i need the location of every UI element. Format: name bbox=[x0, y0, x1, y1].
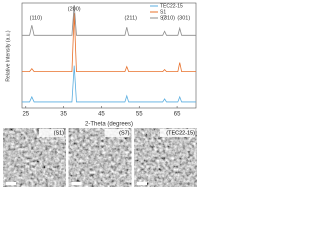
series-line bbox=[22, 4, 196, 36]
sem-image bbox=[3, 128, 66, 187]
label-box bbox=[160, 129, 195, 137]
x-tick-label: 55 bbox=[136, 112, 143, 118]
label-box bbox=[39, 129, 64, 137]
scale-bar bbox=[71, 182, 82, 185]
peak-label: (200) bbox=[68, 6, 81, 12]
scale-bar bbox=[137, 182, 147, 185]
y-axis-label: Relative Intensity (a.u.) bbox=[5, 30, 11, 81]
plot-frame bbox=[21, 2, 197, 109]
x-tick-label: 65 bbox=[174, 112, 181, 118]
x-tick-label: 35 bbox=[60, 112, 67, 118]
x-axis-label: 2-Theta (degrees) bbox=[85, 122, 133, 128]
x-tick-label: 45 bbox=[98, 112, 105, 118]
panel-label: (S7) bbox=[119, 130, 130, 136]
label-box bbox=[104, 129, 130, 137]
peak-label: (110) bbox=[30, 15, 43, 21]
panel-label: (TEC22-15) bbox=[166, 130, 195, 136]
legend-label: S1 bbox=[160, 9, 166, 15]
legend-label: S7 bbox=[160, 15, 166, 21]
x-tick-label: 25 bbox=[22, 112, 29, 118]
series-line bbox=[22, 65, 196, 103]
peak-label: (211) bbox=[125, 15, 138, 21]
series-line bbox=[22, 13, 196, 73]
peak-label: (310) bbox=[162, 15, 175, 21]
scale-bar bbox=[6, 182, 16, 185]
legend-label: TEC22-15 bbox=[160, 3, 183, 9]
sem-image bbox=[68, 128, 132, 187]
sem-image bbox=[134, 128, 197, 187]
micrographs: (S1) (S7) (TEC22-15) bbox=[3, 128, 197, 187]
panel-label: (S1) bbox=[54, 130, 65, 136]
figure: 2-Theta (degrees) Relative Intensity (a.… bbox=[3, 2, 197, 187]
peak-label: (301) bbox=[177, 15, 190, 21]
